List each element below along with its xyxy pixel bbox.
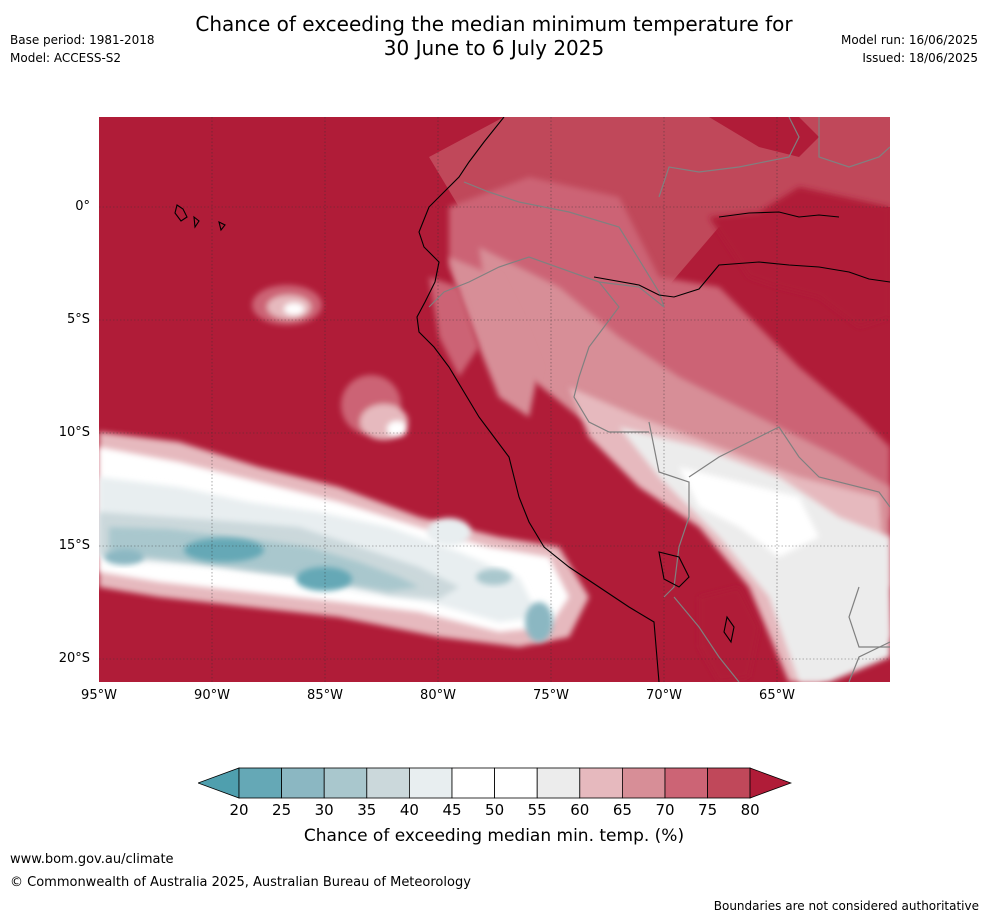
lon-label-65w: 65°W: [759, 688, 795, 703]
colorbar-tick-label: 55: [527, 801, 547, 819]
colorbar: [196, 767, 793, 805]
title-line-1: Chance of exceeding the median minimum t…: [195, 12, 793, 36]
ocean-cool-core-3: [104, 549, 144, 565]
colorbar-cell: [707, 767, 751, 799]
colorbar-cells: [238, 767, 751, 799]
land-field-50: [679, 467, 819, 557]
colorbar-tick-label: 65: [612, 801, 632, 819]
model-run: Model run: 16/06/2025: [840, 33, 978, 47]
meta-left: Base period: 1981-2018 Model: ACCESS-S2: [10, 31, 155, 67]
footer-url[interactable]: www.bom.gov.au/climate: [10, 852, 174, 867]
colorbar-tick-label: 45: [442, 801, 462, 819]
colorbar-tick-label: 25: [272, 801, 292, 819]
title-line-2: 30 June to 6 July 2025: [383, 36, 605, 60]
coastal-field-70: [429, 277, 479, 377]
colorbar-title: Chance of exceeding median min. temp. (%…: [303, 826, 685, 846]
meta-right: Model run: 16/06/2025 Issued: 18/06/2025: [841, 31, 978, 67]
issued-date: Issued: 18/06/2025: [862, 51, 978, 65]
lat-label-0: 0°: [75, 199, 90, 214]
colorbar-tick-label: 70: [655, 801, 675, 819]
north-coast-high: [709, 117, 819, 157]
map-svg: [99, 117, 890, 682]
colorbar-tick-label: 75: [698, 801, 718, 819]
coastal-field-65: [449, 257, 539, 417]
colorbar-tick-label: 35: [357, 801, 377, 819]
lat-label-20s: 20°S: [58, 651, 90, 666]
ocean-cool-core-5: [476, 569, 512, 585]
base-period: Base period: 1981-2018: [10, 33, 155, 47]
colorbar-svg: [196, 767, 793, 799]
country-borders: [428, 117, 890, 682]
lat-label-5s: 5°S: [66, 312, 90, 327]
lon-label-75w: 75°W: [533, 688, 569, 703]
altiplano-high: [699, 587, 759, 682]
map-title: Chance of exceeding the median minimum t…: [0, 12, 988, 60]
ocean-cool-core-4: [525, 602, 553, 642]
graticule: [99, 117, 890, 682]
colorbar-cell: [451, 767, 495, 799]
lat-label-10s: 10°S: [58, 425, 90, 440]
colorbar-tick-label: 30: [314, 801, 334, 819]
ocean-anomaly-north: [341, 375, 408, 440]
colorbar-tick-label: 40: [399, 801, 419, 819]
colorbar-cell: [323, 767, 368, 799]
coastline: [174, 117, 890, 682]
lon-label-70w: 70°W: [646, 688, 682, 703]
lat-label-15s: 15°S: [58, 538, 90, 553]
colorbar-cell: [238, 767, 282, 799]
colorbar-tick-label: 80: [740, 801, 760, 819]
colorbar-under-arrow: [196, 767, 240, 799]
colorbar-cell: [281, 767, 325, 799]
colorbar-cell: [494, 767, 538, 799]
ocean-cool-core-2: [296, 567, 352, 591]
colorbar-cell: [621, 767, 666, 799]
colorbar-tick-label: 60: [570, 801, 590, 819]
colorbar-cell: [664, 767, 708, 799]
forecast-map: [99, 117, 890, 682]
colorbar-cell: [366, 767, 410, 799]
colorbar-over-arrow: [749, 767, 793, 799]
colorbar-tick-label: 50: [485, 801, 505, 819]
lon-label-80w: 80°W: [420, 688, 456, 703]
colorbar-cell: [408, 767, 453, 799]
footer-disclaimer: Boundaries are not considered authoritat…: [713, 899, 979, 913]
colorbar-tick-label: 20: [229, 801, 249, 819]
footer-copyright: © Commonwealth of Australia 2025, Austra…: [10, 875, 471, 890]
lon-label-85w: 85°W: [307, 688, 343, 703]
ocean-anomaly-galapagos: [252, 285, 322, 325]
land-field-55: [619, 427, 890, 682]
amazon-high: [709, 187, 890, 327]
lon-label-95w: 95°W: [81, 688, 117, 703]
colorbar-cell: [536, 767, 581, 799]
ocean-cool-blob-6: [427, 518, 471, 546]
colorbar-cell: [579, 767, 623, 799]
lon-label-90w: 90°W: [194, 688, 230, 703]
model-name: Model: ACCESS-S2: [10, 51, 122, 65]
ocean-cool-core-1: [184, 538, 264, 562]
